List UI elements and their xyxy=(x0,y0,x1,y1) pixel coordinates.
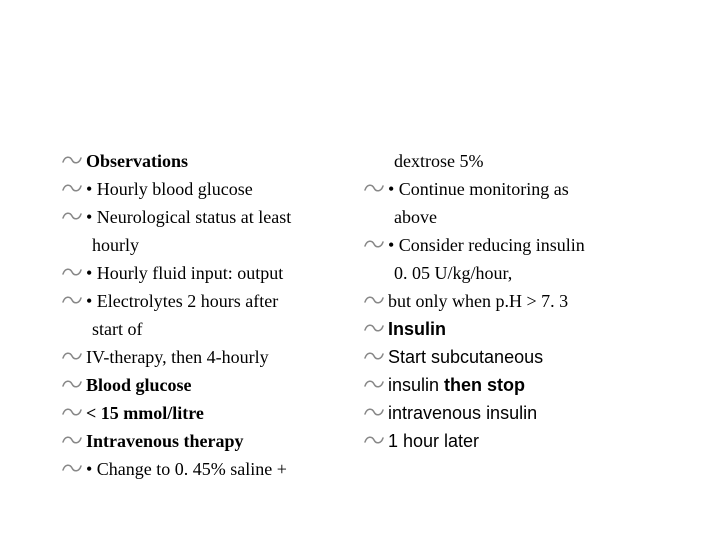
line-text: above xyxy=(394,204,437,231)
bullet-icon xyxy=(62,457,82,483)
line-text: intravenous insulin xyxy=(388,400,537,427)
bullet-icon xyxy=(62,401,82,427)
left-line: IV-therapy, then 4-hourly xyxy=(62,344,356,371)
left-line: • Change to 0. 45% saline + xyxy=(62,456,356,483)
right-line: but only when p.H > 7. 3 xyxy=(364,288,658,315)
right-line: Start subcutaneous xyxy=(364,344,658,371)
bullet-icon xyxy=(62,261,82,287)
line-text: Intravenous therapy xyxy=(86,428,244,455)
bullet-icon xyxy=(364,401,384,427)
right-line: 1 hour later xyxy=(364,428,658,455)
line-text: Insulin xyxy=(388,316,446,343)
bullet-icon xyxy=(364,345,384,371)
left-line: • Hourly fluid input: output xyxy=(62,260,356,287)
line-text: Observations xyxy=(86,148,188,175)
line-text: insulin then stop xyxy=(388,372,525,399)
line-text: hourly xyxy=(92,232,139,259)
line-text: Blood glucose xyxy=(86,372,192,399)
left-line: Observations xyxy=(62,148,356,175)
right-line: • Consider reducing insulin xyxy=(364,232,658,259)
left-column: Observations• Hourly blood glucose• Neur… xyxy=(62,148,356,484)
bullet-icon xyxy=(364,429,384,455)
line-text: 0. 05 U/kg/hour, xyxy=(394,260,512,287)
left-line: start of xyxy=(62,316,356,343)
bullet-icon xyxy=(62,345,82,371)
line-text: < 15 mmol/litre xyxy=(86,400,204,427)
line-text: 1 hour later xyxy=(388,428,479,455)
bullet-icon xyxy=(364,317,384,343)
line-text: dextrose 5% xyxy=(394,148,483,175)
bullet-icon xyxy=(364,289,384,315)
bullet-icon xyxy=(62,289,82,315)
right-line: 0. 05 U/kg/hour, xyxy=(364,260,658,287)
left-line: < 15 mmol/litre xyxy=(62,400,356,427)
left-line: hourly xyxy=(62,232,356,259)
bullet-icon xyxy=(62,205,82,231)
right-line: • Continue monitoring as xyxy=(364,176,658,203)
right-line: dextrose 5% xyxy=(364,148,658,175)
left-line: Blood glucose xyxy=(62,372,356,399)
bullet-icon xyxy=(62,373,82,399)
line-text: start of xyxy=(92,316,142,343)
line-text: • Consider reducing insulin xyxy=(388,232,585,259)
bullet-icon xyxy=(364,373,384,399)
bullet-icon xyxy=(364,233,384,259)
line-text: but only when p.H > 7. 3 xyxy=(388,288,568,315)
right-line: insulin then stop xyxy=(364,372,658,399)
left-line: • Electrolytes 2 hours after xyxy=(62,288,356,315)
line-text: • Neurological status at least xyxy=(86,204,291,231)
left-line: • Neurological status at least xyxy=(62,204,356,231)
bullet-icon xyxy=(62,177,82,203)
bullet-icon xyxy=(62,149,82,175)
bullet-icon xyxy=(62,429,82,455)
right-line: Insulin xyxy=(364,316,658,343)
bullet-icon xyxy=(364,177,384,203)
line-text: IV-therapy, then 4-hourly xyxy=(86,344,269,371)
line-text: • Hourly fluid input: output xyxy=(86,260,283,287)
right-column: dextrose 5%• Continue monitoring asabove… xyxy=(364,148,658,484)
line-text: • Continue monitoring as xyxy=(388,176,569,203)
right-line: intravenous insulin xyxy=(364,400,658,427)
line-text: Start subcutaneous xyxy=(388,344,543,371)
left-line: Intravenous therapy xyxy=(62,428,356,455)
left-line: • Hourly blood glucose xyxy=(62,176,356,203)
line-text: • Change to 0. 45% saline + xyxy=(86,456,287,483)
line-text: • Hourly blood glucose xyxy=(86,176,253,203)
slide-content: Observations• Hourly blood glucose• Neur… xyxy=(62,148,658,484)
right-line: above xyxy=(364,204,658,231)
line-text: • Electrolytes 2 hours after xyxy=(86,288,278,315)
